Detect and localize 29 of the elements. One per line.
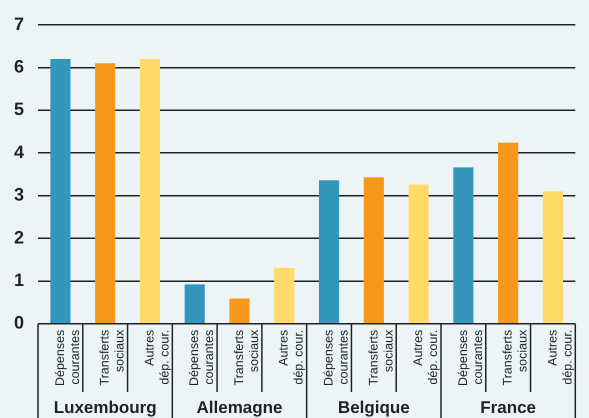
bar: [50, 58, 70, 323]
bar: [184, 284, 205, 323]
y-tick-label: 1: [14, 270, 24, 290]
bar: [318, 180, 340, 323]
bar: [229, 298, 250, 323]
text: Luxembourg: [54, 398, 157, 418]
bar: [453, 167, 474, 323]
y-tick-label: 4: [14, 142, 24, 162]
bar: [542, 191, 563, 323]
x-tick-label: Dépenses courantes: [52, 330, 82, 386]
y-tick-label: 3: [14, 184, 24, 205]
bar: [498, 142, 518, 323]
x-tick-label: Autres dép. cour.: [545, 330, 574, 385]
y-tick-label: 7: [14, 14, 24, 34]
y-tick-label: 6: [14, 56, 24, 76]
text: France: [480, 398, 536, 418]
bar: [364, 177, 384, 323]
bar: [274, 268, 294, 323]
y-tick-label: 5: [14, 99, 24, 120]
text: Allemagne: [196, 398, 282, 418]
y-tick-label: 0: [14, 312, 24, 333]
x-tick-label: Autres dép. cour.: [411, 330, 440, 385]
bar: [408, 184, 429, 323]
x-tick-label: Autres dép. cour.: [142, 330, 172, 385]
text: Belgique: [338, 398, 410, 418]
bar: [140, 58, 160, 323]
bar: [95, 63, 116, 323]
y-tick-label: 2: [14, 227, 24, 248]
x-tick-label: Autres dép. cour.: [276, 330, 306, 385]
